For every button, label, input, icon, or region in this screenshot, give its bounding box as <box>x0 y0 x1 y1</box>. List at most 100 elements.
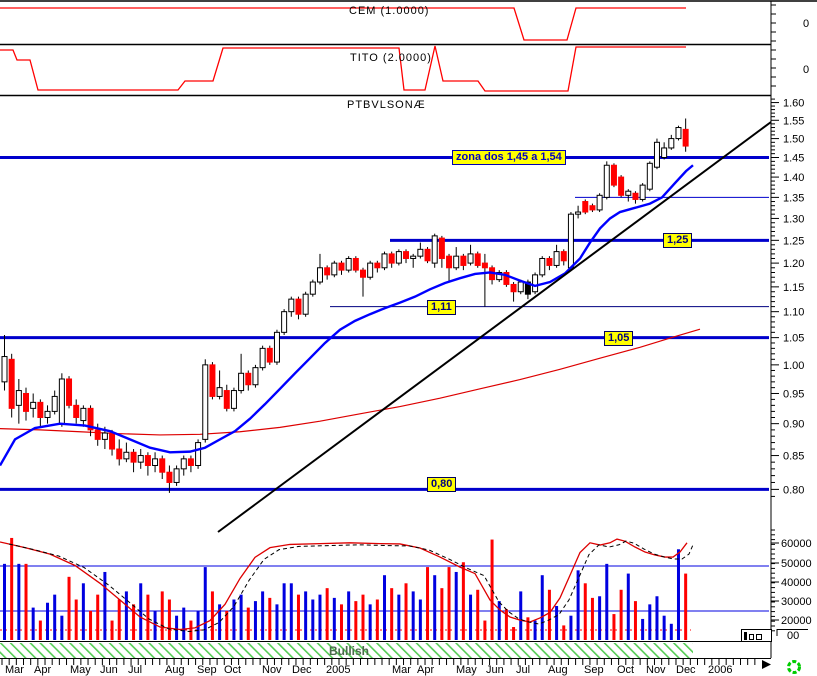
price-tick-label: 1.55 <box>783 115 804 127</box>
candle <box>367 262 374 278</box>
month-label: Dec <box>676 664 696 676</box>
right-axis: 1.60 1.55 1.50 1.45 1.40 1.35 1.30 1.25 1.20 1.15… <box>770 1 812 658</box>
candle <box>15 390 22 406</box>
volume-tick-label: 20000 <box>781 615 812 627</box>
candle <box>316 267 323 283</box>
month-label: Apr <box>34 664 51 676</box>
candle <box>682 128 689 147</box>
month-label: May <box>70 664 91 676</box>
candle <box>546 257 553 266</box>
candle <box>417 248 424 257</box>
volume-tick-label: 50000 <box>781 558 812 570</box>
level-080-label: 0,80 <box>427 477 457 492</box>
candle <box>661 147 668 159</box>
candle <box>302 293 309 315</box>
short-term-ma-line <box>0 164 694 467</box>
level-125-label: 1,25 <box>663 233 693 248</box>
month-label: Dec <box>292 664 312 676</box>
candle <box>517 281 524 293</box>
month-label: Apr <box>417 664 434 676</box>
candle <box>524 281 531 295</box>
volume-tick-label: 60000 <box>781 538 812 550</box>
candle <box>582 201 589 213</box>
month-label: 2006 <box>708 664 732 676</box>
candle <box>109 432 116 450</box>
candle <box>532 274 539 293</box>
candle <box>266 347 273 363</box>
month-label: Mar <box>5 664 24 676</box>
price-tick-label: 1.10 <box>783 307 804 319</box>
candle <box>381 253 388 269</box>
price-tick-label: 0.90 <box>783 419 804 431</box>
candle <box>374 262 381 269</box>
candle <box>603 164 610 198</box>
candle <box>216 387 223 397</box>
candle <box>618 176 625 196</box>
candle <box>496 271 503 281</box>
volume-bars <box>3 537 688 640</box>
month-label: Jul <box>516 664 530 676</box>
price-tick-label: 1.40 <box>783 172 804 184</box>
candle <box>159 458 166 473</box>
candle <box>625 190 632 196</box>
candle <box>94 429 101 440</box>
candle <box>553 251 560 266</box>
candle <box>410 255 417 259</box>
candle <box>560 251 567 262</box>
month-label: Oct <box>617 664 634 676</box>
candle <box>252 367 259 386</box>
candle <box>668 138 675 149</box>
trend-status-badge: Bullish <box>329 644 370 658</box>
candle <box>152 458 159 466</box>
candle <box>238 372 245 392</box>
candle <box>331 262 338 276</box>
candle <box>223 390 230 409</box>
candle <box>51 395 58 412</box>
candle <box>589 205 596 211</box>
candle <box>195 442 202 466</box>
candle <box>30 401 37 409</box>
candle <box>460 255 467 266</box>
candle <box>453 255 460 269</box>
candle <box>431 235 438 264</box>
tito-axis-zero: 0 <box>803 64 810 76</box>
month-label: Jul <box>128 664 142 676</box>
candle <box>653 141 660 168</box>
candle <box>424 248 431 262</box>
candlestick-series <box>1 118 689 493</box>
price-tick-label: 1.35 <box>783 192 804 204</box>
candle <box>209 364 216 397</box>
candle <box>281 311 288 333</box>
security-title: PTBVLSONÆ <box>347 99 426 111</box>
price-tick-label: 1.45 <box>783 153 804 165</box>
time-axis: Mar Apr May Jun Jul Aug Sep Oct Nov Dec 2005 Mar Apr… <box>1 659 771 676</box>
status-ring-icon <box>787 660 801 674</box>
candle <box>510 283 517 293</box>
candle <box>101 432 108 440</box>
month-label: Aug <box>548 664 568 676</box>
price-tick-label: 1.15 <box>783 282 804 294</box>
zone-level-label: zona dos 1,45 a 1,54 <box>452 150 566 165</box>
candle <box>173 468 180 483</box>
candle <box>37 401 44 418</box>
candle <box>1 356 8 383</box>
candle <box>187 458 194 466</box>
indicator-lines <box>0 7 686 92</box>
candle <box>245 372 252 386</box>
cem-axis-zero: 0 <box>803 18 810 30</box>
level-111-label: 1,11 <box>427 300 456 315</box>
price-tick-label: 1.30 <box>783 213 804 225</box>
candle <box>87 407 94 431</box>
axis-end-arrow-icon <box>762 660 771 669</box>
candle <box>273 331 280 363</box>
support-resistance-lines <box>0 156 769 631</box>
candle <box>646 162 653 190</box>
candle <box>137 455 144 463</box>
month-label: Jun <box>100 664 118 676</box>
month-label: Sep <box>584 664 604 676</box>
candle <box>345 257 352 271</box>
month-label: Nov <box>646 664 666 676</box>
month-label: Mar <box>392 664 411 676</box>
